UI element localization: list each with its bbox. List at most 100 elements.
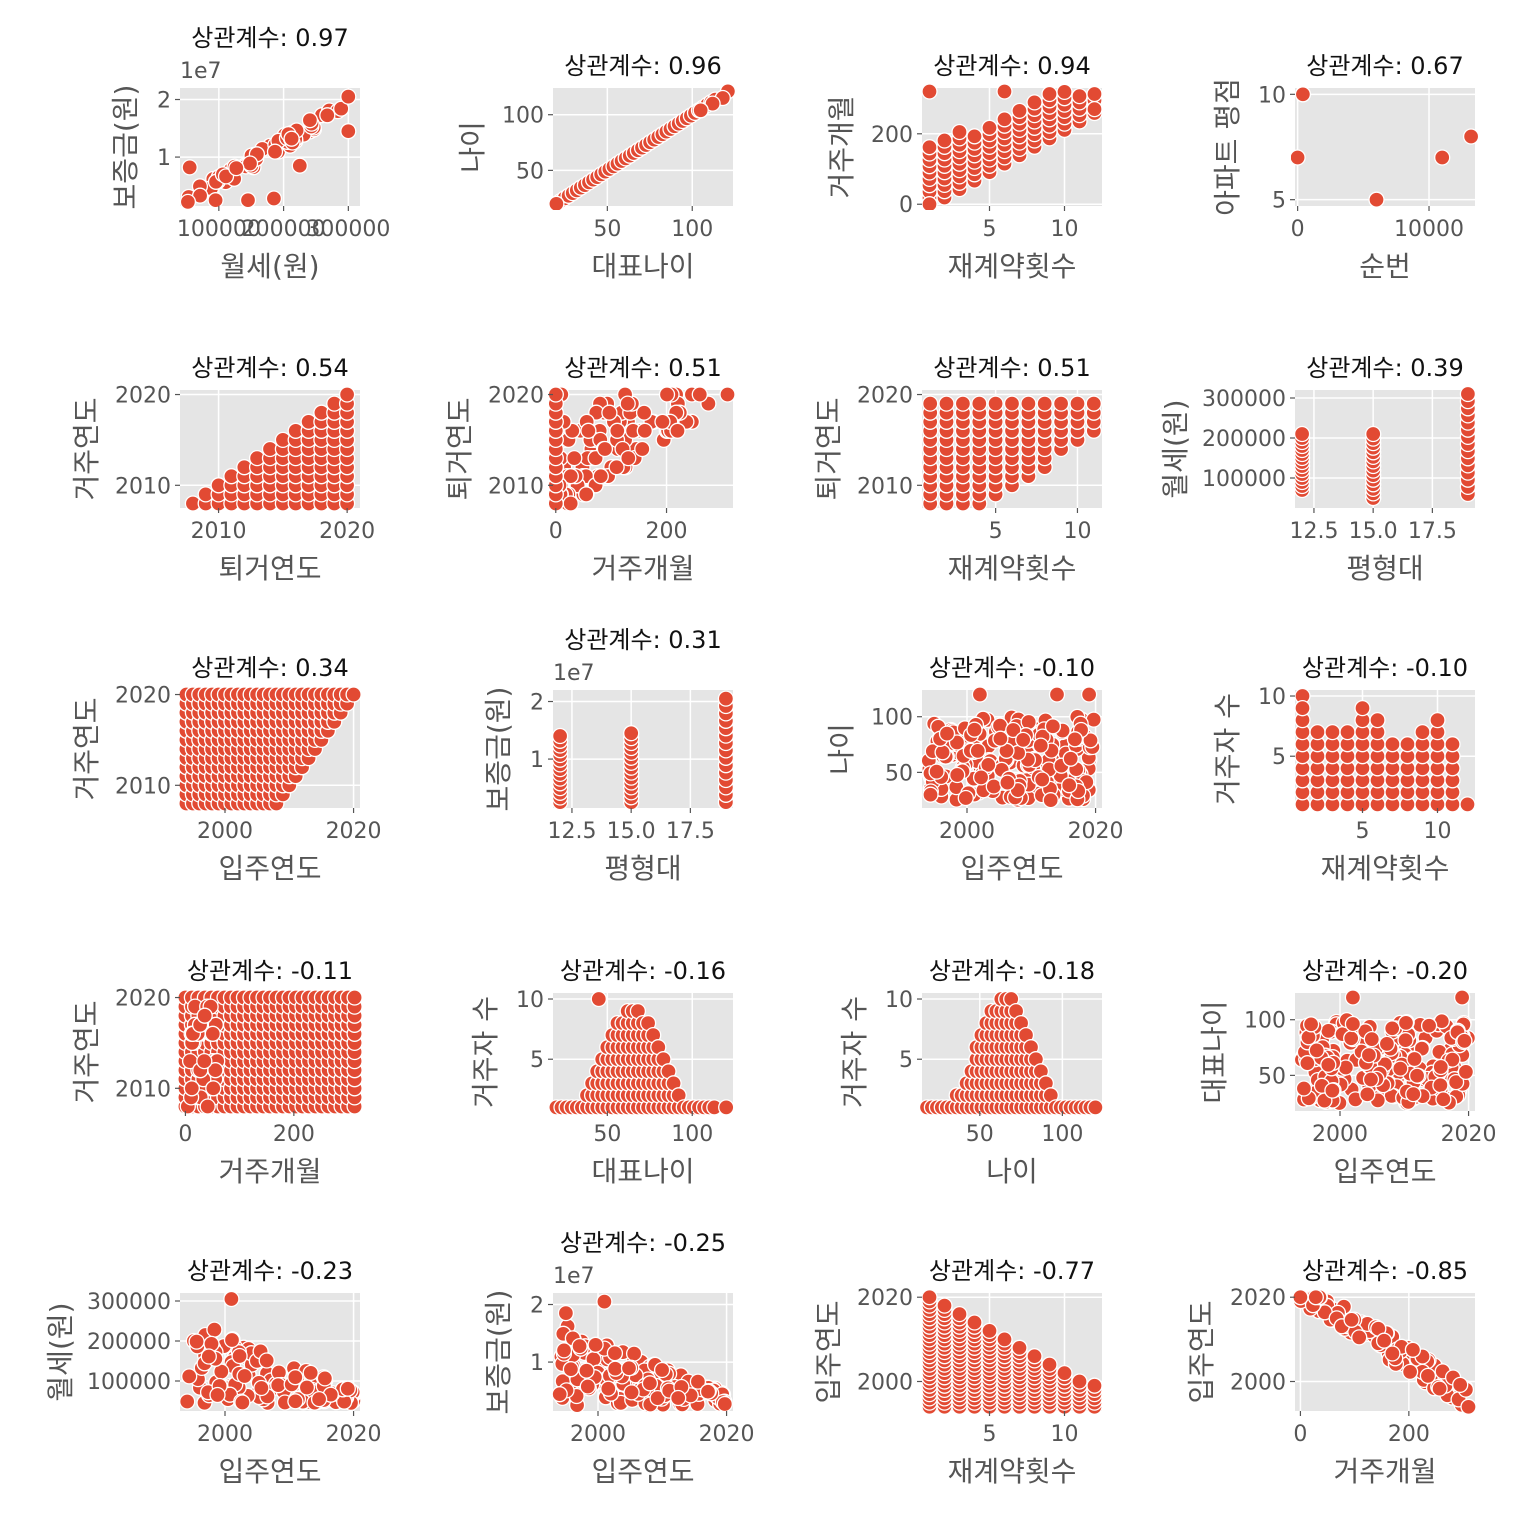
scatter-panel-17: 2000 2020 100000 200000 300000 상관계수: -0.23 입주연… xyxy=(44,1257,382,1488)
data-point xyxy=(181,159,198,176)
data-point xyxy=(689,1373,707,1390)
data-point xyxy=(1460,1398,1477,1415)
y-tick-label: 2010 xyxy=(115,474,171,499)
x-tick-label: 200000 xyxy=(242,217,326,242)
data-point xyxy=(971,686,989,703)
point-layer xyxy=(177,989,363,1115)
data-point xyxy=(1069,395,1086,412)
scatter-panel-7: 5 10 2010 2020 상관계수: 0.51 재계약횟수 퇴거연도 xyxy=(812,354,1102,585)
x-axis-label: 입주연도 xyxy=(218,852,321,885)
data-point xyxy=(1062,750,1079,767)
y-axis-label: 거주자 수 xyxy=(1211,693,1244,805)
data-point xyxy=(179,193,197,210)
x-axis-label: 나이 xyxy=(986,1155,1038,1188)
data-point xyxy=(717,690,735,707)
point-layer xyxy=(178,686,362,812)
x-tick-label: 10 xyxy=(1051,1422,1079,1447)
data-point xyxy=(1447,1073,1465,1091)
y-tick-label: 1 xyxy=(157,146,171,171)
point-layer xyxy=(1293,989,1477,1112)
y-axis-offset: 1e7 xyxy=(553,1264,595,1289)
data-point xyxy=(266,143,284,160)
x-axis-label: 재계약횟수 xyxy=(948,250,1077,283)
point-layer xyxy=(918,990,1104,1115)
data-point xyxy=(239,192,257,209)
data-point xyxy=(1405,1085,1422,1103)
y-axis-offset: 1e7 xyxy=(553,661,595,686)
panel-title: 상관계수: 0.51 xyxy=(933,354,1090,382)
y-tick-label: 200000 xyxy=(1202,427,1286,452)
y-tick-label: 2010 xyxy=(115,1077,171,1102)
data-point xyxy=(1294,699,1311,717)
panel-title: 상관계수: 0.54 xyxy=(191,354,348,382)
data-point xyxy=(1369,711,1386,729)
data-point xyxy=(1295,1080,1313,1097)
y-axis-label: 보증금(원) xyxy=(482,1290,515,1415)
y-tick-label: 5 xyxy=(1272,745,1286,770)
data-point xyxy=(949,766,966,784)
data-point xyxy=(346,989,363,1006)
data-point xyxy=(1324,723,1341,741)
x-tick-label: 2000 xyxy=(197,819,253,844)
data-point xyxy=(1344,1015,1362,1033)
data-point xyxy=(1082,732,1099,749)
x-axis-label: 재계약횟수 xyxy=(1321,852,1450,885)
data-point xyxy=(609,422,626,439)
y-axis-label: 입주연도 xyxy=(1185,1300,1218,1403)
y-tick-label: 2010 xyxy=(857,474,913,499)
scatter-panel-4: 0 10000 5 10 상관계수: 0.67 순번 아파트 평점 xyxy=(1211,52,1479,283)
data-point xyxy=(223,1331,241,1349)
data-point xyxy=(1375,1332,1393,1349)
x-tick-label: 50 xyxy=(966,1122,994,1147)
data-point xyxy=(601,404,618,421)
data-point xyxy=(985,778,1002,795)
data-point xyxy=(241,155,259,172)
data-point xyxy=(921,139,938,156)
data-point xyxy=(207,192,224,209)
data-point xyxy=(1052,395,1070,412)
y-axis-label: 거주자 수 xyxy=(838,996,871,1108)
data-point xyxy=(345,686,362,703)
data-point xyxy=(938,395,955,412)
point-layer xyxy=(184,386,356,512)
data-point xyxy=(957,789,974,807)
data-point xyxy=(1401,1363,1419,1381)
x-axis-label: 거주개월 xyxy=(1333,1455,1436,1488)
data-point xyxy=(922,395,939,412)
data-point xyxy=(1434,149,1451,166)
data-point xyxy=(196,1007,213,1024)
y-axis-label: 거주연도 xyxy=(70,1000,103,1103)
panel-title: 상관계수: -0.25 xyxy=(560,1229,726,1257)
point-layer xyxy=(1291,86,1479,208)
data-point xyxy=(287,1369,304,1386)
data-point xyxy=(1363,1030,1380,1048)
data-point xyxy=(301,112,319,129)
data-point xyxy=(608,459,625,476)
panel-background xyxy=(1295,690,1475,808)
data-point xyxy=(181,1368,198,1385)
data-point xyxy=(1299,1055,1316,1072)
data-point xyxy=(571,1337,588,1355)
scatter-panel-3: 5 10 0 200 상관계수: 0.94 재계약횟수 거주개월 xyxy=(825,52,1103,283)
data-point xyxy=(1459,796,1476,812)
data-point xyxy=(1344,989,1362,1006)
x-tick-label: 300000 xyxy=(306,217,390,242)
data-point xyxy=(298,1379,316,1396)
point-layer xyxy=(920,686,1102,809)
data-point xyxy=(1397,1014,1415,1032)
data-point xyxy=(228,159,245,177)
data-point xyxy=(692,102,709,119)
x-tick-label: 17.5 xyxy=(666,819,715,844)
data-point xyxy=(1324,1082,1341,1099)
data-point xyxy=(936,132,953,149)
data-point xyxy=(204,1025,221,1042)
y-axis-label: 거주연도 xyxy=(70,397,103,500)
data-point xyxy=(625,1345,643,1362)
y-axis-label: 거주개월 xyxy=(825,95,858,198)
x-axis-label: 대표나이 xyxy=(591,250,694,283)
data-point xyxy=(236,1367,253,1385)
data-point xyxy=(981,1322,998,1340)
x-tick-label: 2000 xyxy=(197,1422,253,1447)
data-point xyxy=(302,1364,319,1382)
